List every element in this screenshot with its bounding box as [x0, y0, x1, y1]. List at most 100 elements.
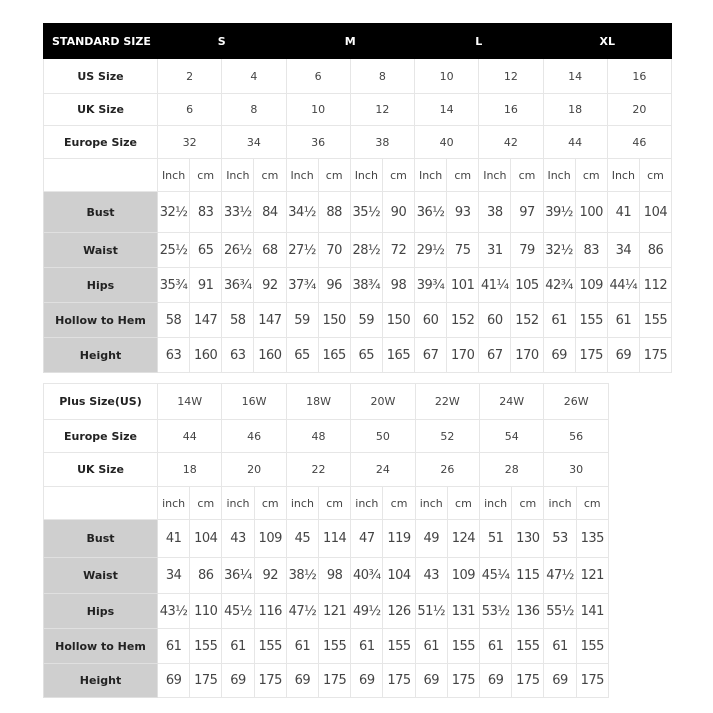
unit-label: inch: [414, 486, 448, 520]
unit-row: inch cm inch cm inch cm inch cm inch cm inch cm inch…: [43, 486, 609, 520]
size-group-xl: XL: [542, 23, 673, 59]
measurement-value: 97: [510, 191, 544, 233]
measurement-value: 45½: [221, 593, 255, 629]
measurement-value: 61: [543, 628, 577, 664]
measurement-value: 175: [446, 663, 481, 698]
row-label: UK Size: [43, 93, 158, 126]
measurement-label: Height: [43, 663, 158, 698]
measurement-value: 29½: [414, 232, 448, 268]
measurement-value: 43: [414, 557, 448, 594]
table-row: Hips 43½ 110 45½ 116 47½ 121 49½ 126 51½ 131 53½ 136…: [43, 593, 609, 629]
size-value: 20: [606, 93, 673, 126]
size-value: 26W: [543, 383, 609, 420]
measurement-value: 53½: [479, 593, 513, 629]
measurement-label: Bust: [43, 519, 158, 558]
measurement-value: 51: [479, 519, 513, 558]
header-row: STANDARD SIZE S M L XL: [43, 23, 673, 59]
size-row: Europe Size 32 34 36 38 40 42 44 46: [43, 125, 673, 159]
measurement-value: 110: [189, 593, 223, 629]
table-row: Bust 32½ 83 33½ 84 34½ 88 35½ 90 36½ 93 38 97 39½ 100 4…: [43, 191, 673, 233]
row-label: US Size: [43, 58, 158, 94]
measurement-value: 155: [318, 628, 352, 664]
measurement-value: 40¾: [350, 557, 384, 594]
size-value: 18: [156, 452, 223, 487]
measurement-value: 155: [638, 302, 673, 338]
table-row: Height 69 175 69 175 69 175 69 175 69 175 69 175 69 17…: [43, 663, 609, 698]
measurement-value: 165: [381, 337, 416, 373]
row-label: Plus Size(US): [43, 383, 158, 420]
measurement-value: 101: [446, 267, 480, 303]
size-value: 56: [543, 419, 609, 453]
size-value: 42: [478, 125, 544, 159]
measurement-value: 69: [350, 663, 384, 698]
unit-label: inch: [285, 486, 320, 520]
size-value: 34: [221, 125, 287, 159]
measurement-value: 115: [511, 557, 545, 594]
measurement-value: 32½: [542, 232, 576, 268]
size-row: Europe Size 44 46 48 50 52 54 56: [43, 419, 609, 453]
measurement-value: 41¼: [478, 267, 512, 303]
measurement-value: 147: [189, 302, 223, 338]
measurement-value: 69: [414, 663, 448, 698]
empty-cell: [43, 158, 158, 192]
measurement-value: 84: [253, 191, 287, 233]
unit-label: cm: [382, 486, 416, 520]
size-value: 44: [542, 125, 608, 159]
measurement-value: 135: [575, 519, 609, 558]
unit-label: Inch: [221, 158, 255, 192]
measurement-value: 175: [574, 337, 608, 373]
measurement-value: 34: [606, 232, 640, 268]
size-value: 36: [285, 125, 351, 159]
measurement-value: 63: [221, 337, 255, 373]
measurement-value: 155: [511, 628, 545, 664]
plus-size-table: Plus Size(US) 14W 16W 18W 20W 22W 24W 26W Europe…: [43, 383, 609, 698]
measurement-value: 53: [543, 519, 577, 558]
measurement-value: 31: [478, 232, 512, 268]
measurement-value: 121: [575, 557, 609, 594]
measurement-value: 34½: [285, 191, 319, 233]
header-label: STANDARD SIZE: [43, 23, 158, 59]
measurement-value: 61: [350, 628, 384, 664]
unit-label: cm: [511, 486, 545, 520]
measurement-value: 92: [253, 267, 287, 303]
measurement-value: 100: [574, 191, 608, 233]
measurement-value: 28½: [349, 232, 383, 268]
measurement-value: 93: [446, 191, 480, 233]
measurement-value: 60: [414, 302, 448, 338]
measurement-value: 104: [189, 519, 223, 558]
row-label: Europe Size: [43, 125, 158, 159]
unit-label: cm: [253, 486, 287, 520]
size-value: 46: [221, 419, 287, 453]
size-value: 52: [414, 419, 481, 453]
measurement-value: 170: [510, 337, 544, 373]
measurement-value: 104: [638, 191, 673, 233]
measurement-value: 38: [478, 191, 512, 233]
measurement-label: Bust: [43, 191, 158, 233]
measurement-value: 45¼: [479, 557, 513, 594]
unit-label: inch: [156, 486, 191, 520]
measurement-value: 160: [189, 337, 223, 373]
unit-label: cm: [189, 486, 223, 520]
measurement-value: 147: [253, 302, 287, 338]
measurement-value: 90: [381, 191, 416, 233]
unit-label: cm: [574, 158, 608, 192]
measurement-value: 155: [574, 302, 608, 338]
measurement-label: Height: [43, 337, 158, 373]
measurement-value: 91: [189, 267, 223, 303]
standard-size-table: STANDARD SIZE S M L XL US Size 2 4 6 8 10 12 14 16 UK …: [43, 23, 673, 373]
size-value: 14: [414, 93, 480, 126]
size-value: 12: [349, 93, 416, 126]
unit-label: cm: [575, 486, 609, 520]
measurement-value: 67: [414, 337, 448, 373]
measurement-value: 58: [221, 302, 255, 338]
measurement-value: 61: [542, 302, 576, 338]
size-group-l: L: [414, 23, 544, 59]
measurement-label: Waist: [43, 232, 158, 268]
table-row: Bust 41 104 43 109 45 114 47 119 49 124 51 130 53 135: [43, 519, 609, 558]
measurement-value: 155: [253, 628, 287, 664]
measurement-value: 109: [446, 557, 481, 594]
measurement-value: 49: [414, 519, 448, 558]
size-value: 10: [414, 58, 480, 94]
size-value: 16W: [221, 383, 287, 420]
unit-label: inch: [543, 486, 577, 520]
